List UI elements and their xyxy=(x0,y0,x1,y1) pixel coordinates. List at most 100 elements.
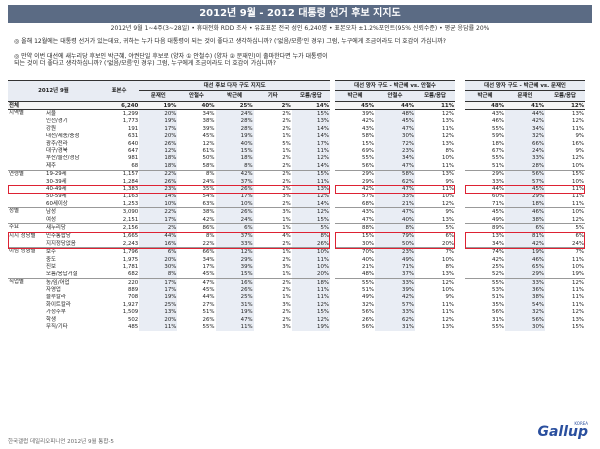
table-row-total: 전체 6,240 19% 40% 25% 2% 14% xyxy=(8,101,330,111)
row-group-label: 성별 xyxy=(8,207,46,224)
cell-value: 19% xyxy=(505,247,545,256)
col-header: 박근혜 xyxy=(335,90,375,102)
table-row: 모름/응답거절 682 8% 45% 15% 1% 20% xyxy=(8,270,330,279)
cell-value: 502 xyxy=(127,316,139,323)
cell-value: 46% xyxy=(505,255,545,264)
table-row: 대구/경북 647 12% 61% 15% 1% 11% xyxy=(8,147,330,155)
cell-value: 29% xyxy=(362,178,374,185)
cell-value: 1% xyxy=(282,133,291,140)
row-label: 광주/전라 xyxy=(46,140,68,147)
cell-value: 11% xyxy=(442,125,455,132)
table-row: 29% 58% 13% xyxy=(335,169,456,178)
cell-value: 8% xyxy=(215,162,254,171)
cell-value: 32% xyxy=(505,308,545,316)
cell-value: 10% xyxy=(572,178,585,185)
cell-value: 11% xyxy=(572,287,585,294)
table-row: 55% 33% 12% xyxy=(335,277,456,287)
cell-value: 11% xyxy=(291,147,330,155)
row-label: 19-29세 xyxy=(45,169,99,178)
cell-value: 13% xyxy=(442,271,455,278)
cell-value: 11% xyxy=(572,200,585,207)
cell-value: 47% xyxy=(177,277,216,287)
cell-value: 11% xyxy=(572,301,585,308)
table-row: 블루칼라 708 19% 44% 25% 1% 11% xyxy=(8,293,330,302)
table-row: 29% 62% 9% xyxy=(335,177,455,186)
cell-value: 26% xyxy=(362,316,374,323)
cell-value: 60% xyxy=(492,193,504,200)
table-row: 중도 1,975 20% 34% 29% 2% 11% xyxy=(8,255,330,264)
cell-value: 6% xyxy=(139,247,178,256)
cell-value: 14% xyxy=(139,192,178,201)
cell-value: 47% xyxy=(215,315,254,324)
table-row-total: 48% 41% 12% xyxy=(465,101,586,111)
cell-value: 59% xyxy=(492,133,504,140)
cell-value: 42% xyxy=(362,185,374,192)
table-row: 광주/전라 640 26% 12% 40% 5% 17% xyxy=(8,139,330,148)
cell-value: 2% xyxy=(282,256,291,263)
cell-value: 46% xyxy=(492,118,504,125)
cell-value: 10% xyxy=(442,155,455,162)
cell-value: 11% xyxy=(572,193,585,200)
cell-value: 17% xyxy=(291,139,330,148)
cell-value: 682 xyxy=(127,271,139,278)
cell-value: 40% xyxy=(375,215,415,224)
group-header-moon: 대선 양자 구도 - 박근혜 vs. 문재인 xyxy=(465,80,586,91)
col-header: 모름/응답 xyxy=(291,90,330,102)
table-row: 43% 47% 11% xyxy=(335,125,455,133)
cell-value: 50% xyxy=(375,240,415,248)
cell-value: 1,163 xyxy=(122,193,139,200)
cell-value: 57% xyxy=(505,177,545,186)
cell-value: 6,240 xyxy=(98,101,140,111)
cell-value: 79% xyxy=(375,231,415,241)
cell-value: 42% xyxy=(362,118,374,125)
cell-value: 44% xyxy=(202,294,215,301)
cell-value: 1,975 xyxy=(122,256,139,263)
cell-value: 37% xyxy=(215,177,254,186)
table-row: 29% 56% 15% xyxy=(465,169,586,178)
table-row: 55% 33% 12% xyxy=(465,154,585,163)
cell-value: 9% xyxy=(415,207,456,216)
cell-value: 47% xyxy=(362,216,374,223)
cell-value: 62% xyxy=(375,177,415,186)
cell-value: 2% xyxy=(253,101,292,111)
cell-value: 39% xyxy=(375,286,415,294)
cell-value: 29% xyxy=(335,169,375,178)
table-row: 40-49세 1,383 23% 35% 26% 2% 13% xyxy=(8,185,330,193)
cell-value: 8% xyxy=(445,148,455,155)
cell-value: 9% xyxy=(575,133,585,140)
question-2: ◎ 만약 이번 대선에 새누리당 후보인 박근혜, 야권단일 후보로 (양자 ①… xyxy=(14,53,328,67)
table-row: 47% 40% 13% xyxy=(335,215,455,224)
cell-value: 25% xyxy=(215,293,254,302)
cell-value: 1,773 xyxy=(122,118,139,125)
cell-value: 12% xyxy=(545,277,586,287)
cell-value: 15% xyxy=(215,147,254,155)
row-group-label: 지역별 xyxy=(9,110,24,117)
cell-value: 56% xyxy=(505,315,545,324)
cell-value: 1,253 xyxy=(122,200,139,207)
table-row: 인천/경기 1,773 19% 38% 28% 2% 13% xyxy=(8,117,330,126)
cell-value: 39% xyxy=(215,263,254,271)
col-header: 박근혜 xyxy=(465,90,505,102)
cell-value: 34% xyxy=(375,154,415,163)
cell-value: 15% xyxy=(291,109,330,118)
cell-value: 11% xyxy=(291,293,330,302)
table-row: 26% 62% 12% xyxy=(335,315,455,324)
table-row: 42% 46% 11% xyxy=(465,255,585,264)
question-1: ◎ 올해 12월에는 대통령 선거가 있는데요, 귀하는 누가 다음 대통령이 … xyxy=(14,38,446,45)
cell-value: 18% xyxy=(492,140,504,147)
table-row: 56% 31% 13% xyxy=(335,323,455,331)
cell-value: 39% xyxy=(202,125,215,132)
row-label: 자영업 xyxy=(46,287,61,294)
table-row: 지지 정당별 민주통합당 1,665 44% 8% 37% 4% 8% xyxy=(8,231,330,248)
cell-value: 26% xyxy=(139,177,178,186)
cell-value: 15% xyxy=(291,169,330,178)
cell-value: 26% xyxy=(215,286,254,294)
row-label: 부산/울산/경남 xyxy=(46,155,80,162)
cell-value: 8% xyxy=(177,169,216,178)
cell-value: 191 xyxy=(127,125,139,132)
row-label: 60세이상 xyxy=(46,200,68,207)
cell-value: 44% xyxy=(375,101,415,111)
row-label: 남성 xyxy=(45,207,99,216)
cell-value: 34% xyxy=(492,240,504,247)
cell-value: 45% xyxy=(202,287,215,294)
